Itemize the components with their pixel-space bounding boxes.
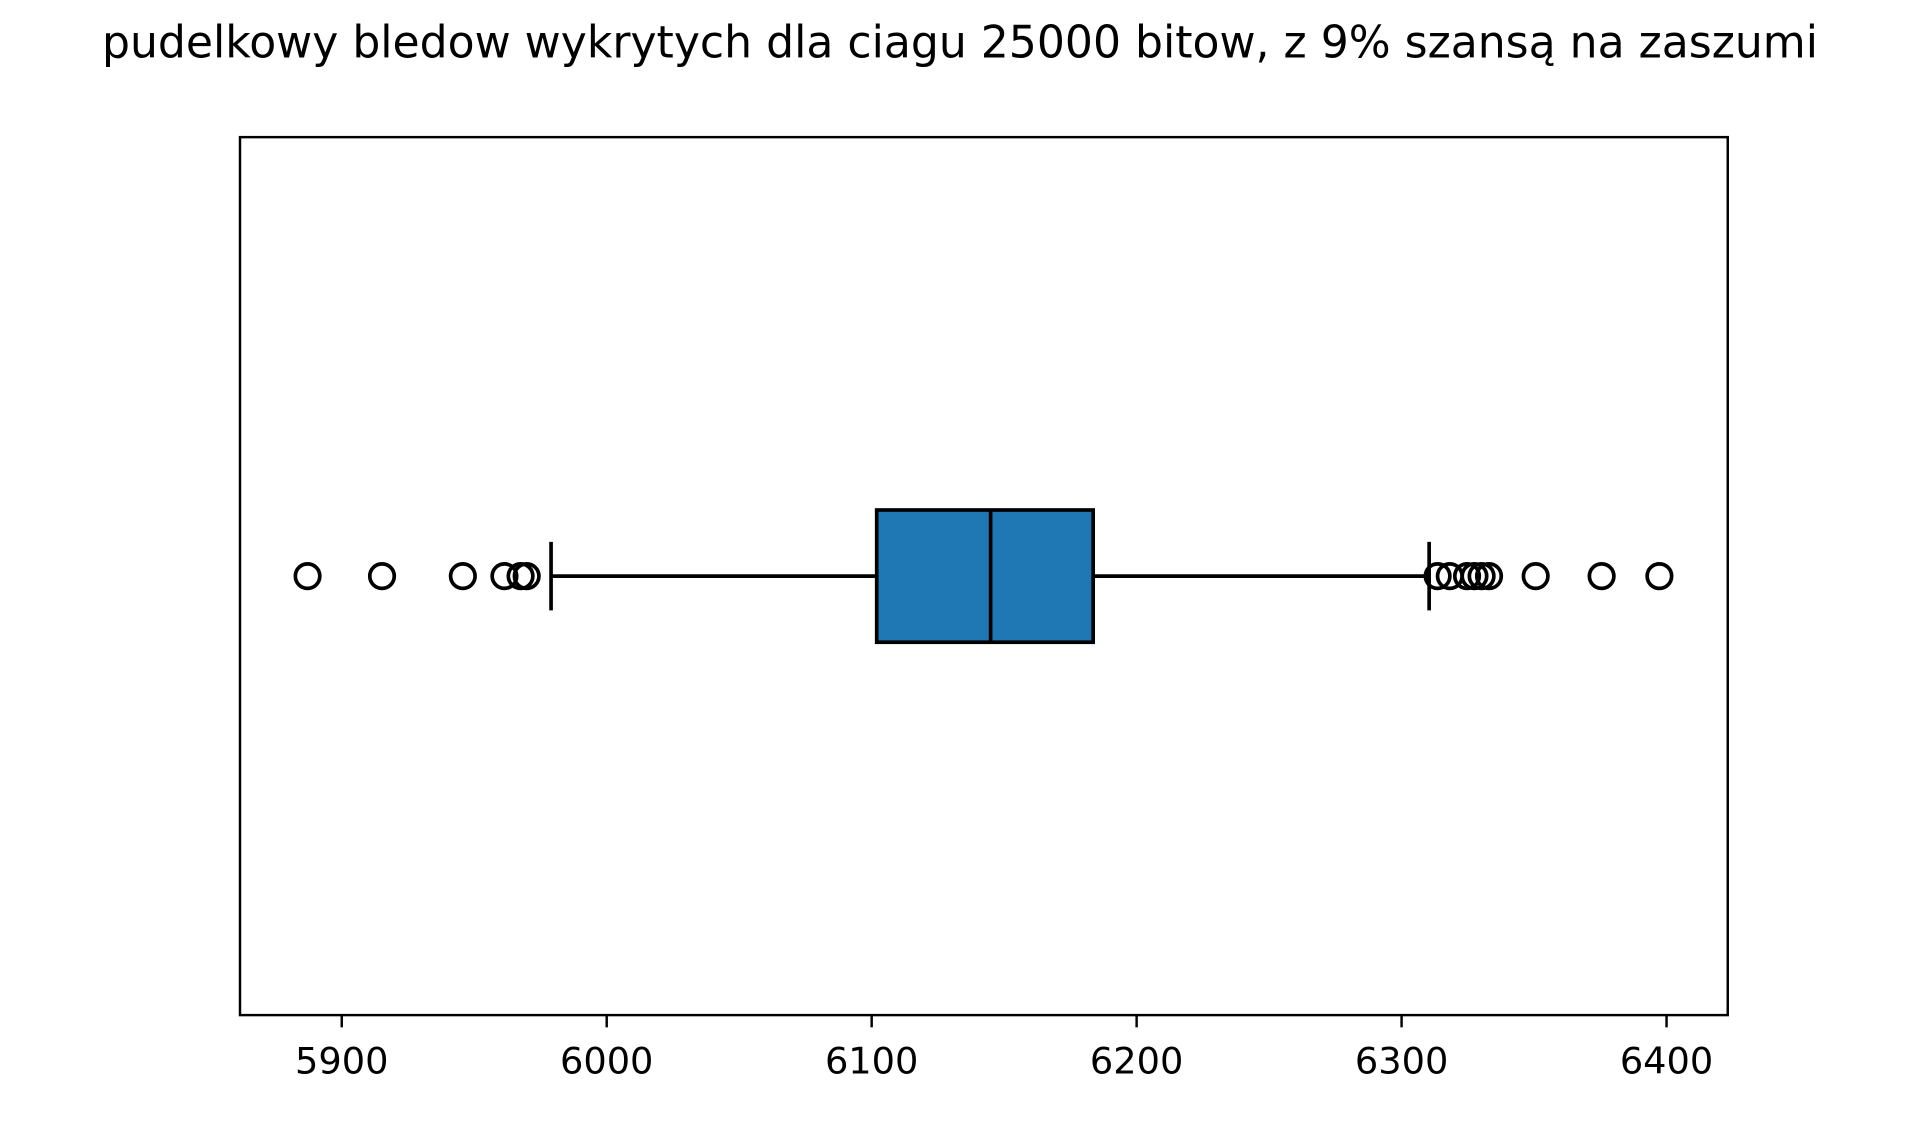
flier: [293, 562, 322, 591]
x-tick-label: 6400: [1620, 1039, 1713, 1082]
flier: [367, 562, 397, 591]
flier: [512, 562, 541, 591]
flier: [490, 562, 519, 591]
x-tick-label: 6000: [560, 1039, 653, 1082]
flier: [448, 562, 477, 591]
flier: [1467, 562, 1496, 591]
x-tick-label: 6300: [1355, 1039, 1448, 1082]
flier: [1423, 562, 1452, 591]
flier: [1645, 562, 1674, 591]
flier: [1452, 562, 1482, 591]
flier: [1474, 562, 1504, 591]
flier: [1460, 562, 1489, 591]
flier: [1587, 562, 1616, 591]
box: [874, 508, 1096, 645]
x-tick-label: 6200: [1090, 1039, 1183, 1082]
chart-title: pudelkowy bledow wykrytych dla ciagu 250…: [102, 17, 1818, 68]
axes-frame: [238, 135, 1729, 1017]
x-tick-label: 6100: [825, 1039, 918, 1082]
x-tick-label: 5900: [295, 1039, 388, 1082]
flier: [1521, 562, 1550, 591]
